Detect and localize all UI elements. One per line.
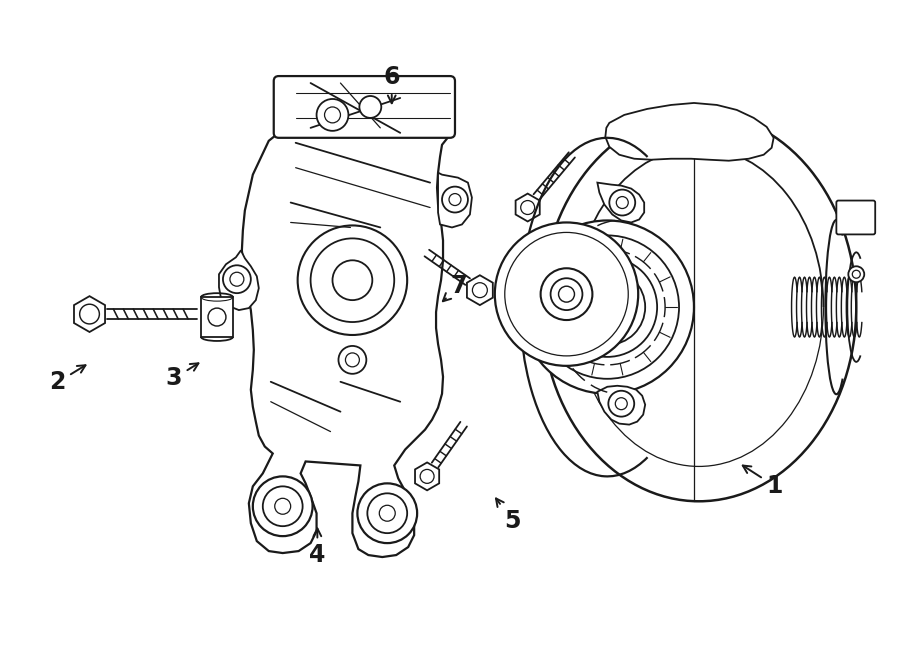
Circle shape (449, 193, 461, 205)
Polygon shape (219, 250, 259, 310)
Circle shape (317, 99, 348, 131)
Circle shape (208, 308, 226, 326)
Circle shape (310, 238, 394, 322)
FancyBboxPatch shape (274, 76, 455, 138)
Circle shape (420, 469, 434, 483)
Text: 4: 4 (310, 528, 326, 567)
Circle shape (298, 226, 407, 335)
Circle shape (495, 222, 638, 366)
Circle shape (379, 505, 395, 521)
Circle shape (536, 236, 679, 379)
Circle shape (521, 201, 535, 214)
Ellipse shape (542, 113, 856, 501)
Text: 6: 6 (383, 65, 400, 103)
Circle shape (616, 398, 627, 410)
Circle shape (472, 283, 487, 298)
Circle shape (346, 353, 359, 367)
Circle shape (367, 493, 407, 533)
Polygon shape (467, 275, 493, 305)
Circle shape (849, 266, 864, 282)
Circle shape (505, 232, 628, 356)
Circle shape (80, 305, 99, 324)
Circle shape (557, 258, 657, 357)
Circle shape (521, 248, 612, 340)
FancyBboxPatch shape (836, 201, 875, 234)
Polygon shape (598, 386, 645, 424)
Circle shape (332, 260, 373, 300)
Circle shape (585, 285, 629, 329)
Circle shape (559, 286, 574, 302)
Polygon shape (438, 173, 472, 228)
Polygon shape (606, 103, 774, 161)
Text: 1: 1 (742, 465, 783, 498)
Circle shape (528, 256, 604, 332)
Circle shape (608, 391, 634, 416)
Circle shape (253, 477, 312, 536)
Circle shape (513, 240, 620, 348)
Text: 5: 5 (496, 498, 521, 533)
Circle shape (325, 107, 340, 123)
Text: 3: 3 (166, 363, 198, 391)
Polygon shape (516, 193, 540, 222)
Polygon shape (242, 81, 450, 557)
Polygon shape (201, 297, 233, 337)
Circle shape (274, 498, 291, 514)
Circle shape (521, 220, 694, 394)
Circle shape (359, 96, 382, 118)
Circle shape (541, 268, 592, 320)
Polygon shape (74, 296, 105, 332)
Circle shape (338, 346, 366, 374)
Text: 7: 7 (443, 274, 467, 301)
Circle shape (551, 278, 582, 310)
Circle shape (357, 483, 417, 543)
Circle shape (230, 272, 244, 286)
Polygon shape (415, 463, 439, 491)
Circle shape (609, 189, 635, 216)
Circle shape (223, 265, 251, 293)
Circle shape (570, 269, 645, 345)
Circle shape (852, 270, 860, 278)
Polygon shape (598, 183, 644, 222)
Text: 2: 2 (50, 365, 86, 395)
Circle shape (442, 187, 468, 213)
Circle shape (616, 197, 628, 209)
Circle shape (263, 487, 302, 526)
